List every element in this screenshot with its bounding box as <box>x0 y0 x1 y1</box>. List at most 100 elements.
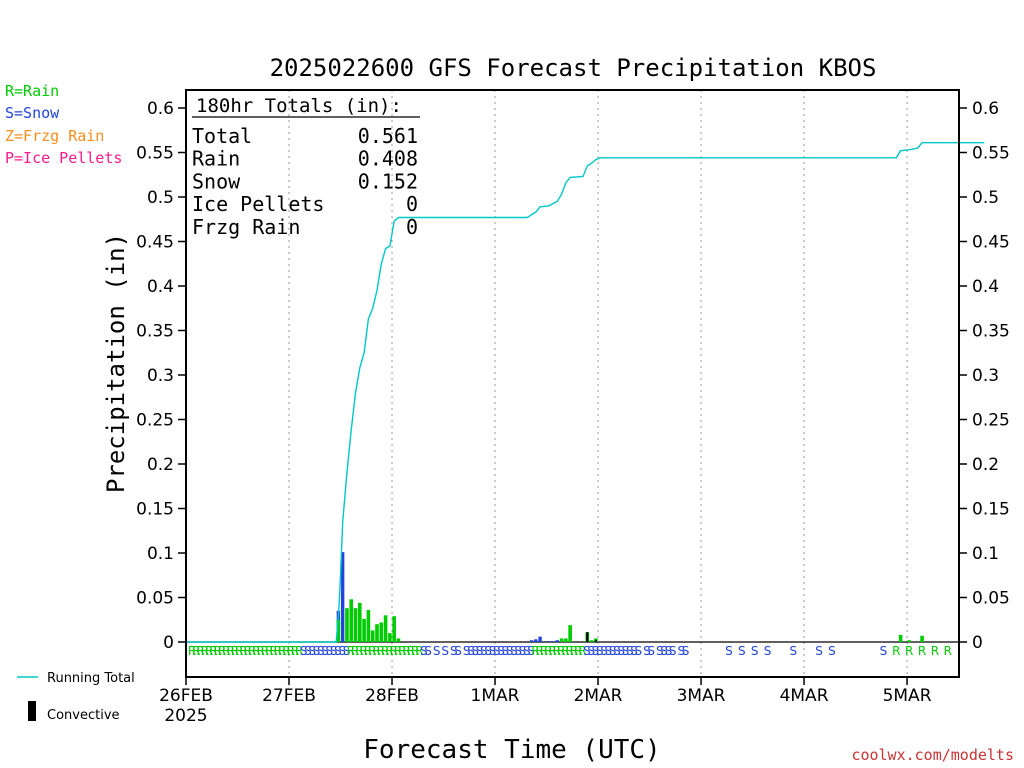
y-tick-label: 0.5 <box>147 188 174 208</box>
ptype-s: S <box>502 644 510 658</box>
ptype-r: R <box>295 644 303 658</box>
snow-bar <box>555 640 559 642</box>
rain-bar <box>336 619 341 642</box>
y-tick-label-right: 0.25 <box>972 411 1010 431</box>
ptype-r: R <box>553 644 561 658</box>
ptype-s: S <box>523 644 531 658</box>
snow-bar <box>534 639 538 642</box>
legend-ice-pellets: P=Ice Pellets <box>5 149 122 167</box>
ptype-r: R <box>390 644 398 658</box>
ptype-s: S <box>484 644 492 658</box>
y-tick-label-right: 0 <box>972 633 983 653</box>
ptype-s: S <box>880 644 888 658</box>
ptype-s: S <box>630 644 638 658</box>
ptype-s: S <box>480 644 488 658</box>
ptype-r: R <box>244 644 252 658</box>
ptype-r: R <box>548 644 556 658</box>
totals-value: 0.408 <box>358 147 418 171</box>
ptype-r: R <box>557 644 565 658</box>
ptype-s: S <box>313 644 321 658</box>
ptype-r: R <box>257 644 265 658</box>
ptype-s: S <box>605 644 613 658</box>
rain-bar <box>392 616 396 642</box>
ptype-s: S <box>308 644 316 658</box>
ptype-r: R <box>269 644 277 658</box>
ptype-r: R <box>274 644 282 658</box>
ptype-r: R <box>381 644 389 658</box>
ptype-s: S <box>764 644 772 658</box>
ptype-s: S <box>600 644 608 658</box>
rain-bar <box>375 624 379 642</box>
legend-frzg-rain: Z=Frzg Rain <box>5 127 104 145</box>
ptype-r: R <box>415 644 423 658</box>
ptype-s: S <box>343 644 351 658</box>
y-tick-label-right: 0.1 <box>972 544 999 564</box>
ptype-r: R <box>222 644 230 658</box>
ptype-r: R <box>265 644 273 658</box>
y-tick-label-right: 0.35 <box>972 322 1010 342</box>
snow-bar <box>529 640 534 642</box>
rain-bar <box>366 609 371 642</box>
ptype-r: R <box>377 644 385 658</box>
y-tick-label: 0.6 <box>147 99 174 119</box>
snow-bar <box>546 641 551 642</box>
y-tick-label: 0.15 <box>136 500 174 520</box>
ptype-s: S <box>647 644 655 658</box>
ptype-r: R <box>402 644 410 658</box>
ptype-s: S <box>493 644 501 658</box>
snow-bar <box>340 552 345 642</box>
ptype-r: R <box>944 644 952 658</box>
y-tick-label-right: 0.3 <box>972 366 999 386</box>
y-tick-label-right: 0.15 <box>972 500 1010 520</box>
legend-rain: R=Rain <box>5 82 59 100</box>
ptype-s: S <box>790 644 798 658</box>
rain-bar <box>383 615 388 642</box>
ptype-s: S <box>450 644 458 658</box>
snow-bar <box>551 641 555 642</box>
ptype-s: S <box>617 644 625 658</box>
y-tick-label-right: 0.6 <box>972 99 999 119</box>
ptype-s: S <box>828 644 836 658</box>
x-axis: 26FEB 27FEB 28FEB 1MAR 2MAR 3MAR 4MAR 5MAR 2025 <box>159 677 932 726</box>
watermark: coolwx.com/modelts <box>851 746 1014 764</box>
y-tick-label-right: 0.4 <box>972 277 999 297</box>
ptype-s: S <box>751 644 759 658</box>
rain-bar <box>362 618 366 642</box>
rain-bar <box>898 634 903 642</box>
y-axis-label: Precipitation (in) <box>102 233 130 493</box>
y-axis-right: 0 0.05 0.1 0.15 0.2 0.25 0.3 0.35 0.4 0.45 0.5 0.55… <box>959 99 1010 653</box>
rain-bar <box>370 630 375 642</box>
x-tick-label: 3MAR <box>677 686 726 706</box>
y-tick-label: 0.1 <box>147 544 174 564</box>
ptype-r: R <box>188 644 196 658</box>
rain-bar <box>353 608 358 642</box>
x-year-label: 2025 <box>164 706 207 726</box>
ptype-r: R <box>235 644 243 658</box>
ptype-r: R <box>905 644 913 658</box>
ptype-r: R <box>287 644 295 658</box>
ptype-r: R <box>347 644 355 658</box>
ptype-s: S <box>497 644 505 658</box>
totals-label: Rain <box>192 147 240 171</box>
ptype-strip: RRRRRRRRRRRRRRRRRRRRRRRRRRSSSSSSSSSSSRRR… <box>188 644 952 658</box>
totals-value: 0.152 <box>358 169 418 193</box>
ptype-s: S <box>334 644 342 658</box>
convective-swatch <box>28 701 36 721</box>
rain-bar <box>564 638 568 642</box>
rain-bar <box>559 638 564 642</box>
ptype-s: S <box>596 644 604 658</box>
ptype-r: R <box>351 644 359 658</box>
ptype-r: R <box>209 644 217 658</box>
ptype-s: S <box>514 644 522 658</box>
totals-header: 180hr Totals (in): <box>196 95 402 117</box>
ptype-s: S <box>441 644 449 658</box>
y-tick-label: 0.4 <box>147 277 174 297</box>
x-tick-label: 28FEB <box>365 686 419 706</box>
ptype-s: S <box>725 644 733 658</box>
ptype-s: S <box>476 644 484 658</box>
ptype-s: S <box>643 644 651 658</box>
y-tick-label: 0.25 <box>136 411 174 431</box>
ptype-r: R <box>205 644 213 658</box>
rain-bar <box>920 635 924 642</box>
